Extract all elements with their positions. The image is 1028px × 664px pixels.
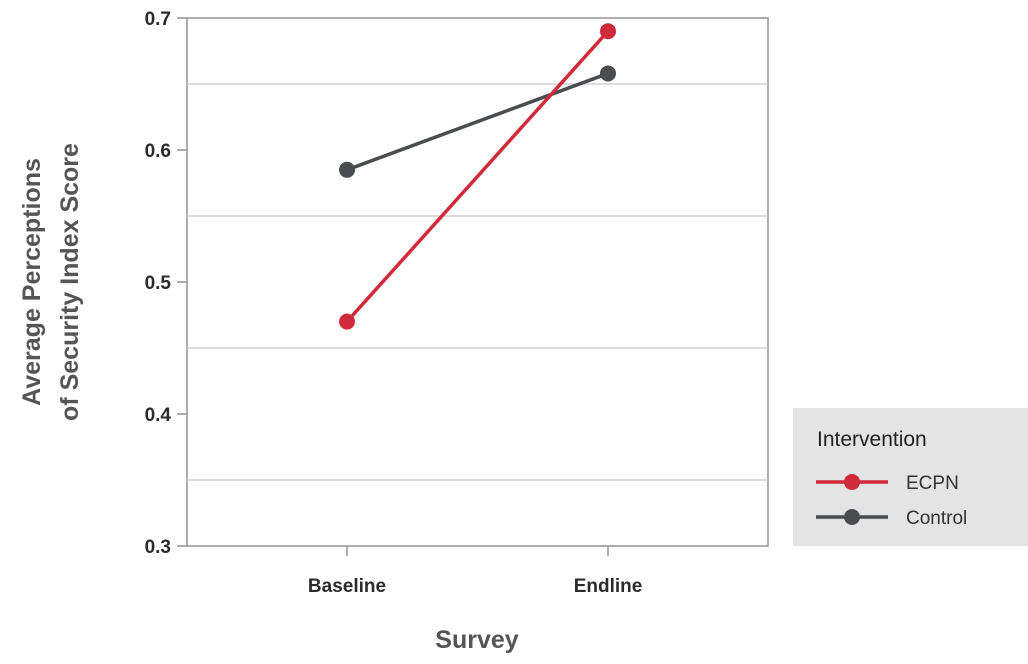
y-tick-label: 0.6: [145, 141, 171, 162]
x-axis-title: Survey: [435, 626, 518, 654]
y-axis: 0.3 0.4 0.5 0.6 0.7: [145, 9, 187, 558]
data-point-ecpn: [600, 23, 616, 40]
y-axis-title-line2: of Security Index Score: [56, 143, 84, 421]
x-tick-label: Endline: [574, 576, 643, 597]
y-tick-label: 0.5: [145, 273, 172, 294]
x-tick-label: Baseline: [308, 576, 386, 597]
legend: Intervention ECPN Control: [793, 408, 1028, 546]
data-point-control: [600, 65, 616, 82]
data-point-control: [339, 161, 355, 178]
y-axis-title-line1: Average Perceptions: [18, 158, 46, 406]
series-line-ecpn: [345, 30, 610, 323]
plot-area: [186, 17, 769, 547]
series-line-control: [346, 71, 609, 172]
y-tick-label: 0.3: [145, 537, 171, 558]
legend-swatch-marker: [844, 509, 860, 525]
legend-item-ecpn: ECPN: [816, 473, 959, 494]
legend-swatch-marker: [844, 474, 860, 490]
legend-label: ECPN: [906, 473, 959, 494]
legend-item-control: Control: [816, 508, 967, 529]
legend-title: Intervention: [817, 428, 927, 451]
y-tick-label: 0.7: [145, 9, 171, 30]
legend-background: [793, 408, 1028, 546]
series-group: [339, 23, 616, 330]
y-tick-label: 0.4: [145, 405, 172, 426]
x-axis: Baseline Endline: [308, 546, 642, 597]
gridlines: [187, 83, 768, 481]
legend-label: Control: [906, 508, 967, 529]
data-point-ecpn: [339, 313, 355, 330]
